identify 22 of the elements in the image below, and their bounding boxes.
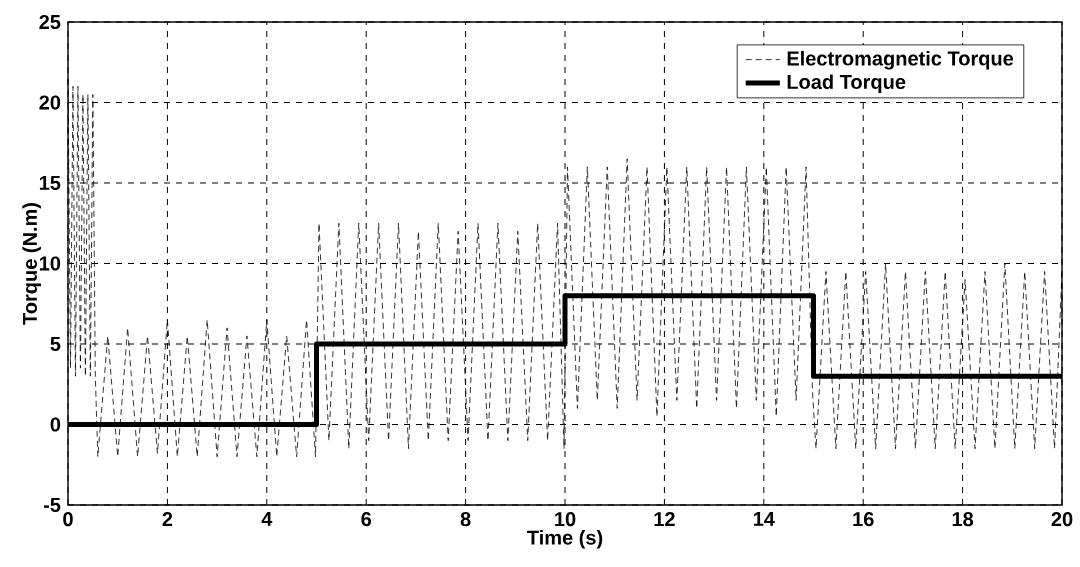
y-tick-label: 20 [39, 95, 61, 110]
x-tick-label: 6 [361, 512, 372, 527]
x-tick-label: 2 [162, 512, 173, 527]
x-tick-label: 4 [261, 512, 273, 526]
y-axis-title: Torque (N.m) [22, 203, 41, 325]
x-tick-label: 12 [654, 512, 675, 527]
legend-label: Electromagnetic Torque [787, 50, 1014, 70]
x-tick-label: 20 [1051, 512, 1073, 527]
y-tick-label: 15 [39, 176, 61, 190]
y-tick-label: 5 [50, 337, 61, 351]
x-axis-title: Time (s) [527, 529, 603, 549]
y-tick-label: 0 [50, 417, 61, 432]
x-tick-label: 8 [460, 512, 471, 527]
x-tick-label: 16 [853, 512, 874, 527]
legend-label: Load Torque [787, 74, 906, 94]
x-tick-label: 0 [63, 512, 73, 527]
x-tick-label: 18 [952, 512, 974, 527]
x-tick-label: 10 [555, 512, 576, 527]
y-tick-label: -5 [43, 498, 61, 512]
y-tick-label: 25 [39, 14, 61, 30]
y-tick-label: 10 [39, 256, 61, 271]
x-tick-label: 14 [753, 512, 775, 526]
